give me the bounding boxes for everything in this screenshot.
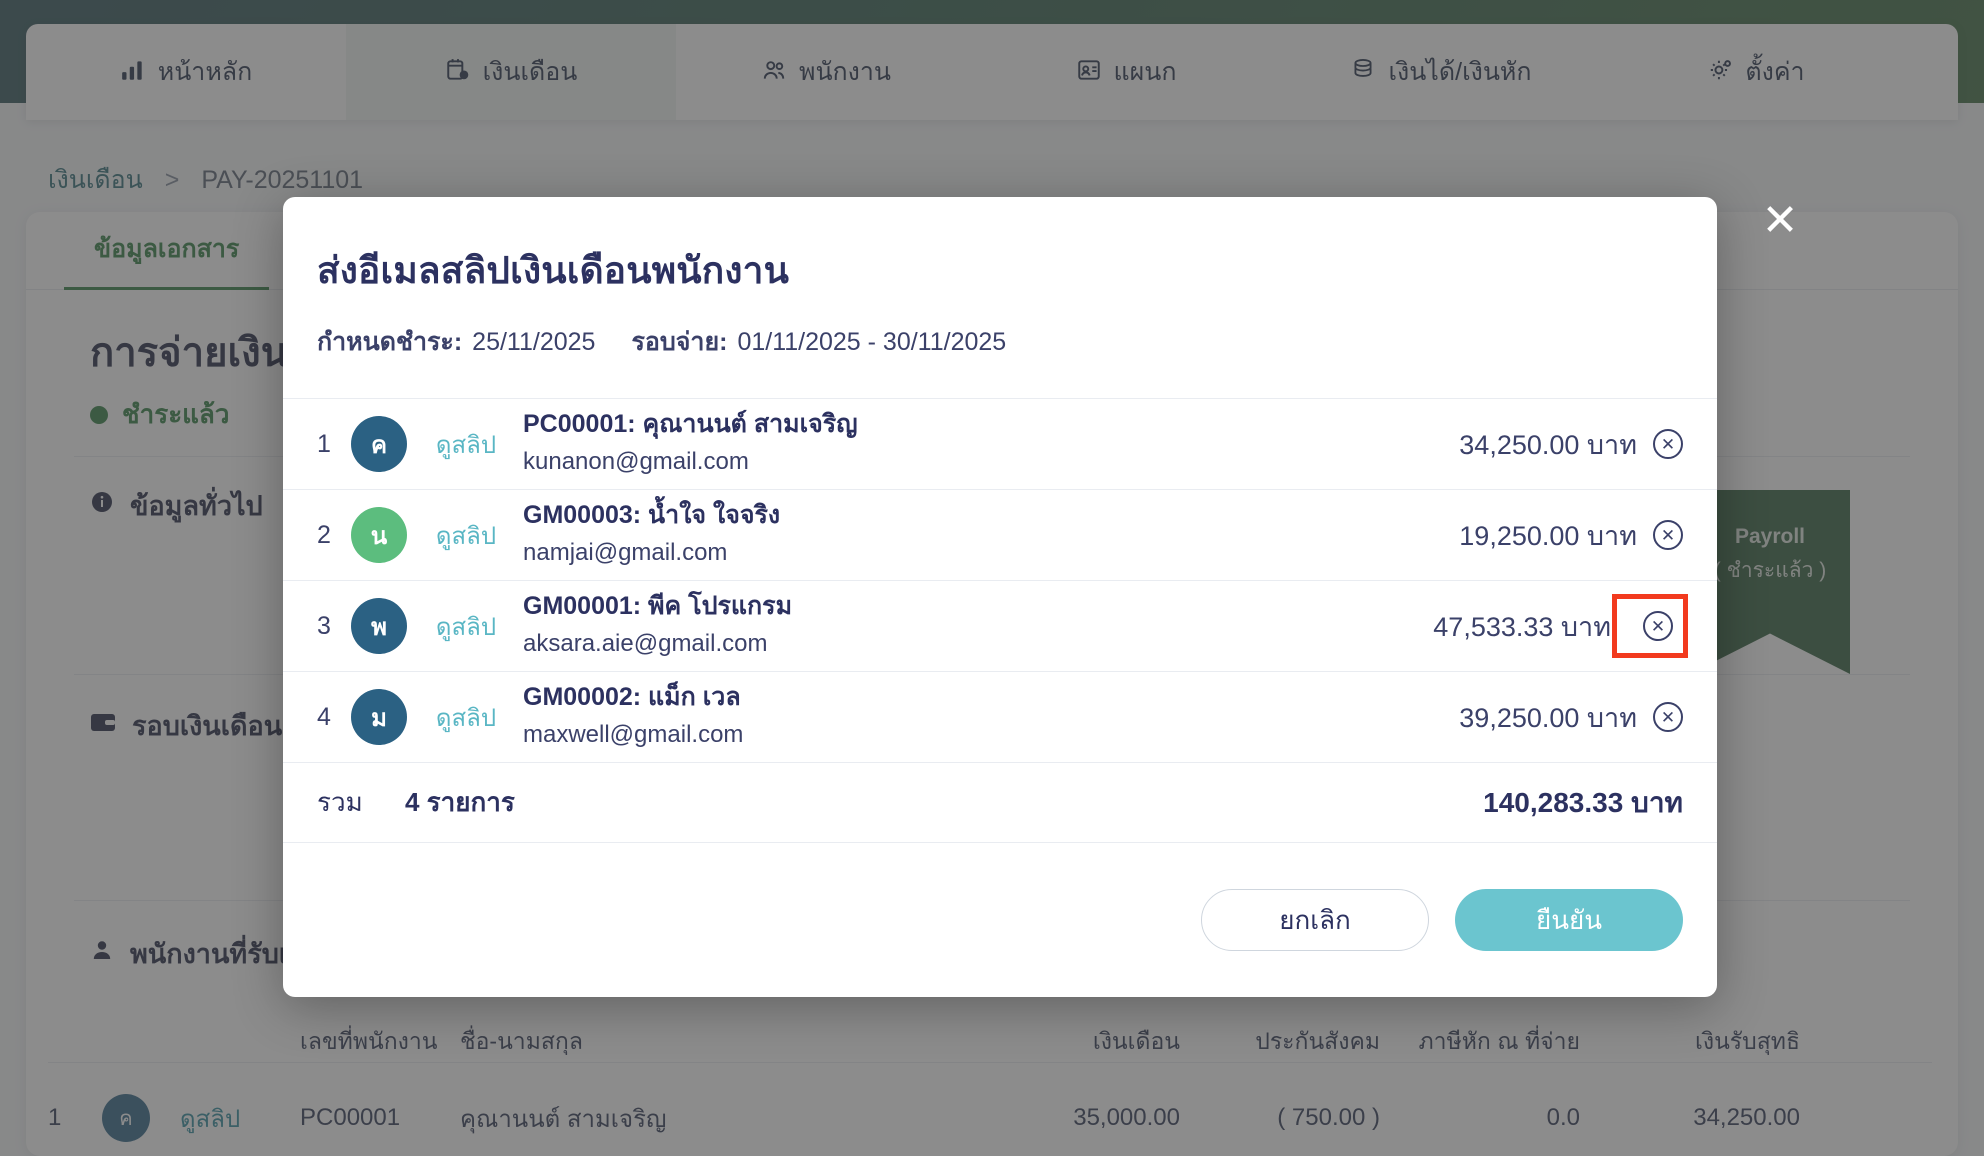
total-label: รวม xyxy=(317,787,363,817)
list-item: 1 ค ดูสลิป PC00001: คุณานนต์ สามเจริญ ku… xyxy=(283,399,1717,490)
dialog-header: ส่งอีเมลสลิปเงินเดือนพนักงาน กำหนดชำระ: … xyxy=(283,197,1717,362)
remove-recipient-icon[interactable]: ✕ xyxy=(1653,429,1683,459)
recipient-email: maxwell@gmail.com xyxy=(523,721,744,749)
remove-recipient-icon[interactable]: ✕ xyxy=(1643,611,1673,641)
remove-recipient-wrapper: ✕ xyxy=(1612,594,1688,658)
remove-recipient-wrapper: ✕ xyxy=(1637,702,1683,732)
recipient-amount: 34,250.00 บาท xyxy=(1459,429,1637,460)
remove-recipient-icon[interactable]: ✕ xyxy=(1653,520,1683,550)
total-row: รวม 4 รายการ 140,283.33 บาท xyxy=(283,763,1717,843)
recipient-name: GM00002: แม็ก เวล xyxy=(523,682,741,711)
recipient-info: GM00003: น้ำใจ ใจจริง namjai@gmail.com xyxy=(523,499,1459,572)
dialog-footer: ยกเลิก ยืนยัน xyxy=(283,843,1717,997)
row-index: 2 xyxy=(317,520,331,549)
pay-period-value: 01/11/2025 - 30/11/2025 xyxy=(737,328,1007,356)
dialog-subtitle: กำหนดชำระ: 25/11/2025 รอบจ่าย: 01/11/202… xyxy=(317,322,1683,362)
list-item: 4 ม ดูสลิป GM00002: แม็ก เวล maxwell@gma… xyxy=(283,672,1717,763)
recipient-name: GM00003: น้ำใจ ใจจริง xyxy=(523,500,781,529)
recipient-info: PC00001: คุณานนต์ สามเจริญ kunanon@gmail… xyxy=(523,408,1459,481)
recipient-info: GM00001: พีค โปรแกรม aksara.aie@gmail.co… xyxy=(523,590,1433,663)
avatar: ค xyxy=(351,416,407,472)
row-index: 4 xyxy=(317,702,331,731)
recipient-name: PC00001: คุณานนต์ สามเจริญ xyxy=(523,409,858,438)
list-item: 3 พ ดูสลิป GM00001: พีค โปรแกรม aksara.a… xyxy=(283,581,1717,672)
recipient-list: 1 ค ดูสลิป PC00001: คุณานนต์ สามเจริญ ku… xyxy=(283,398,1717,843)
close-icon[interactable]: ✕ xyxy=(1761,196,1799,245)
avatar: น xyxy=(351,507,407,563)
total-amount: 140,283.33 บาท xyxy=(1483,786,1683,818)
due-date-value: 25/11/2025 xyxy=(472,328,596,356)
row-index: 3 xyxy=(317,611,331,640)
recipient-amount: 39,250.00 บาท xyxy=(1459,702,1637,733)
recipient-email: namjai@gmail.com xyxy=(523,539,728,567)
row-index: 1 xyxy=(317,429,331,458)
dialog-title: ส่งอีเมลสลิปเงินเดือนพนักงาน xyxy=(317,250,790,291)
avatar: ม xyxy=(351,689,407,745)
avatar: พ xyxy=(351,598,407,654)
recipient-email: kunanon@gmail.com xyxy=(523,448,749,476)
remove-recipient-wrapper: ✕ xyxy=(1637,429,1683,459)
recipient-name: GM00001: พีค โปรแกรม xyxy=(523,591,793,620)
recipient-email: aksara.aie@gmail.com xyxy=(523,630,768,658)
remove-recipient-icon[interactable]: ✕ xyxy=(1653,702,1683,732)
view-slip-link[interactable]: ดูสลิป xyxy=(435,704,497,732)
view-slip-link[interactable]: ดูสลิป xyxy=(435,431,497,459)
total-count: 4 รายการ xyxy=(405,787,515,817)
confirm-button[interactable]: ยืนยัน xyxy=(1455,889,1683,951)
list-item: 2 น ดูสลิป GM00003: น้ำใจ ใจจริง namjai@… xyxy=(283,490,1717,581)
due-date-label: กำหนดชำระ: xyxy=(317,328,463,356)
recipient-info: GM00002: แม็ก เวล maxwell@gmail.com xyxy=(523,681,1459,754)
view-slip-link[interactable]: ดูสลิป xyxy=(435,613,497,641)
remove-recipient-wrapper: ✕ xyxy=(1637,520,1683,550)
send-payslip-email-dialog: ส่งอีเมลสลิปเงินเดือนพนักงาน กำหนดชำระ: … xyxy=(283,197,1717,997)
cancel-button[interactable]: ยกเลิก xyxy=(1201,889,1429,951)
view-slip-link[interactable]: ดูสลิป xyxy=(435,522,497,550)
recipient-amount: 47,533.33 บาท xyxy=(1433,611,1611,642)
pay-period-label: รอบจ่าย: xyxy=(631,328,728,356)
recipient-amount: 19,250.00 บาท xyxy=(1459,520,1637,551)
